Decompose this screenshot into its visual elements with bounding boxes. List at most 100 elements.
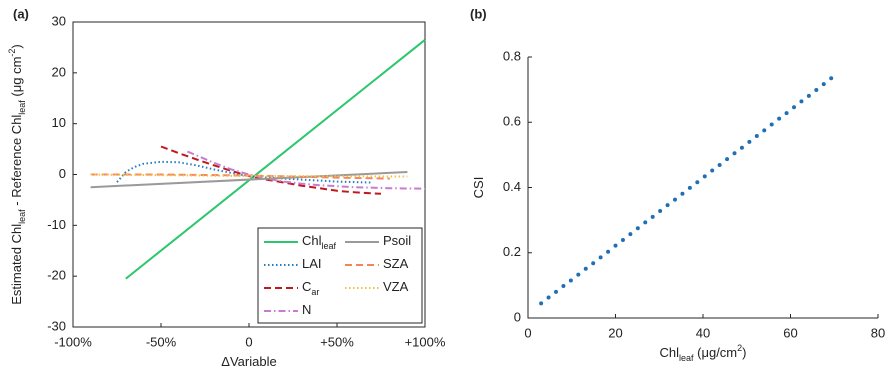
point	[739, 145, 744, 150]
point	[687, 185, 692, 190]
y-axis-label: Estimated Chlleaf - Reference Chlleaf (μ…	[7, 44, 27, 305]
y-axis-label: CSI	[471, 177, 486, 199]
series-line	[90, 171, 408, 189]
x-tick-label: 0	[524, 325, 531, 340]
y-tick-label: 0.2	[503, 244, 521, 259]
point	[821, 82, 826, 87]
y-tick-label: 0	[59, 166, 66, 181]
point	[598, 255, 603, 260]
x-tick-label: 20	[608, 325, 622, 340]
point	[673, 197, 677, 202]
label-part: 2	[737, 343, 742, 353]
point	[762, 128, 767, 133]
series-line	[125, 39, 426, 280]
y-tick-label: -10	[47, 217, 66, 232]
point	[635, 226, 640, 231]
legend-name: N	[302, 302, 311, 317]
x-tick-label: 60	[783, 325, 797, 340]
x-axis-label: Chlleaf (μg/cm2)	[660, 343, 747, 363]
point	[620, 238, 625, 243]
point	[695, 180, 700, 185]
legend-name: VZA	[383, 279, 409, 294]
y-tick-label: 30	[52, 13, 66, 28]
x-tick-label: +100%	[405, 334, 446, 349]
point	[643, 220, 648, 225]
point	[814, 87, 819, 92]
point	[554, 289, 558, 294]
label-part: -2	[7, 49, 17, 57]
x-tick-label: 0	[245, 334, 252, 349]
x-tick-label: -50%	[146, 334, 177, 349]
point	[658, 208, 663, 213]
label-part: Chl	[660, 345, 680, 360]
legend-name: Chl	[302, 233, 322, 248]
legend-label: VZA	[383, 279, 409, 294]
x-tick-label: -100%	[54, 334, 92, 349]
point	[628, 232, 633, 237]
point	[792, 105, 796, 110]
point	[546, 295, 551, 300]
label-part: leaf	[17, 100, 27, 115]
point	[613, 243, 618, 248]
y-tick-label: -30	[47, 318, 66, 333]
legend-label: Chlleaf	[302, 233, 337, 251]
point	[680, 191, 685, 196]
y-tick-label: 0.6	[503, 114, 521, 129]
point	[717, 162, 722, 167]
label-part: )	[742, 345, 746, 360]
legend-box	[257, 227, 423, 324]
series-line	[90, 173, 408, 178]
label-part: (μg/cm	[694, 345, 738, 360]
y-tick-label: 0	[514, 309, 521, 324]
series-line	[187, 150, 426, 190]
point	[576, 272, 581, 277]
point	[606, 249, 611, 254]
axes-lines	[527, 57, 878, 319]
panel-label: (b)	[470, 6, 487, 21]
label-part: leaf	[679, 353, 694, 363]
point	[725, 157, 730, 162]
panel-label: (a)	[13, 6, 29, 21]
legend-name-sub: leaf	[322, 241, 337, 251]
label-part: Estimated Chl	[9, 224, 24, 305]
point	[754, 133, 759, 138]
point	[568, 278, 573, 283]
point	[650, 214, 655, 219]
legend-name: C	[302, 279, 311, 294]
legend-name: Psoil	[383, 233, 411, 248]
y-tick-label: 0.8	[503, 48, 521, 63]
point	[591, 261, 596, 266]
point	[539, 301, 544, 306]
label-part: (μg cm	[9, 57, 24, 101]
legend-label: LAI	[302, 256, 322, 271]
legend-name: SZA	[383, 256, 409, 271]
label-part: )	[9, 44, 24, 48]
label-part: CSI	[471, 177, 486, 199]
y-tick-label: 10	[52, 115, 66, 130]
point	[747, 139, 752, 144]
label-part: - Reference Chl	[9, 115, 24, 210]
legend-name: LAI	[302, 256, 322, 271]
point	[702, 174, 707, 179]
point	[561, 284, 566, 289]
y-tick-label: -20	[47, 268, 66, 283]
series-line	[116, 160, 373, 184]
x-tick-label: +50%	[320, 334, 354, 349]
point	[710, 168, 715, 173]
point	[799, 99, 804, 104]
label-part: ΔVariable	[221, 354, 276, 369]
point	[732, 151, 737, 156]
legend-name-sub: ar	[311, 287, 319, 297]
point	[784, 111, 789, 116]
point	[769, 122, 774, 127]
point	[665, 203, 670, 208]
y-tick-label: 20	[52, 64, 66, 79]
series-line	[90, 173, 390, 180]
label-part: leaf	[17, 209, 27, 224]
x-tick-label: 40	[696, 325, 710, 340]
legend-label: N	[302, 302, 311, 317]
legend-label: Psoil	[383, 233, 411, 248]
legend-label: SZA	[383, 256, 409, 271]
point	[806, 93, 811, 98]
